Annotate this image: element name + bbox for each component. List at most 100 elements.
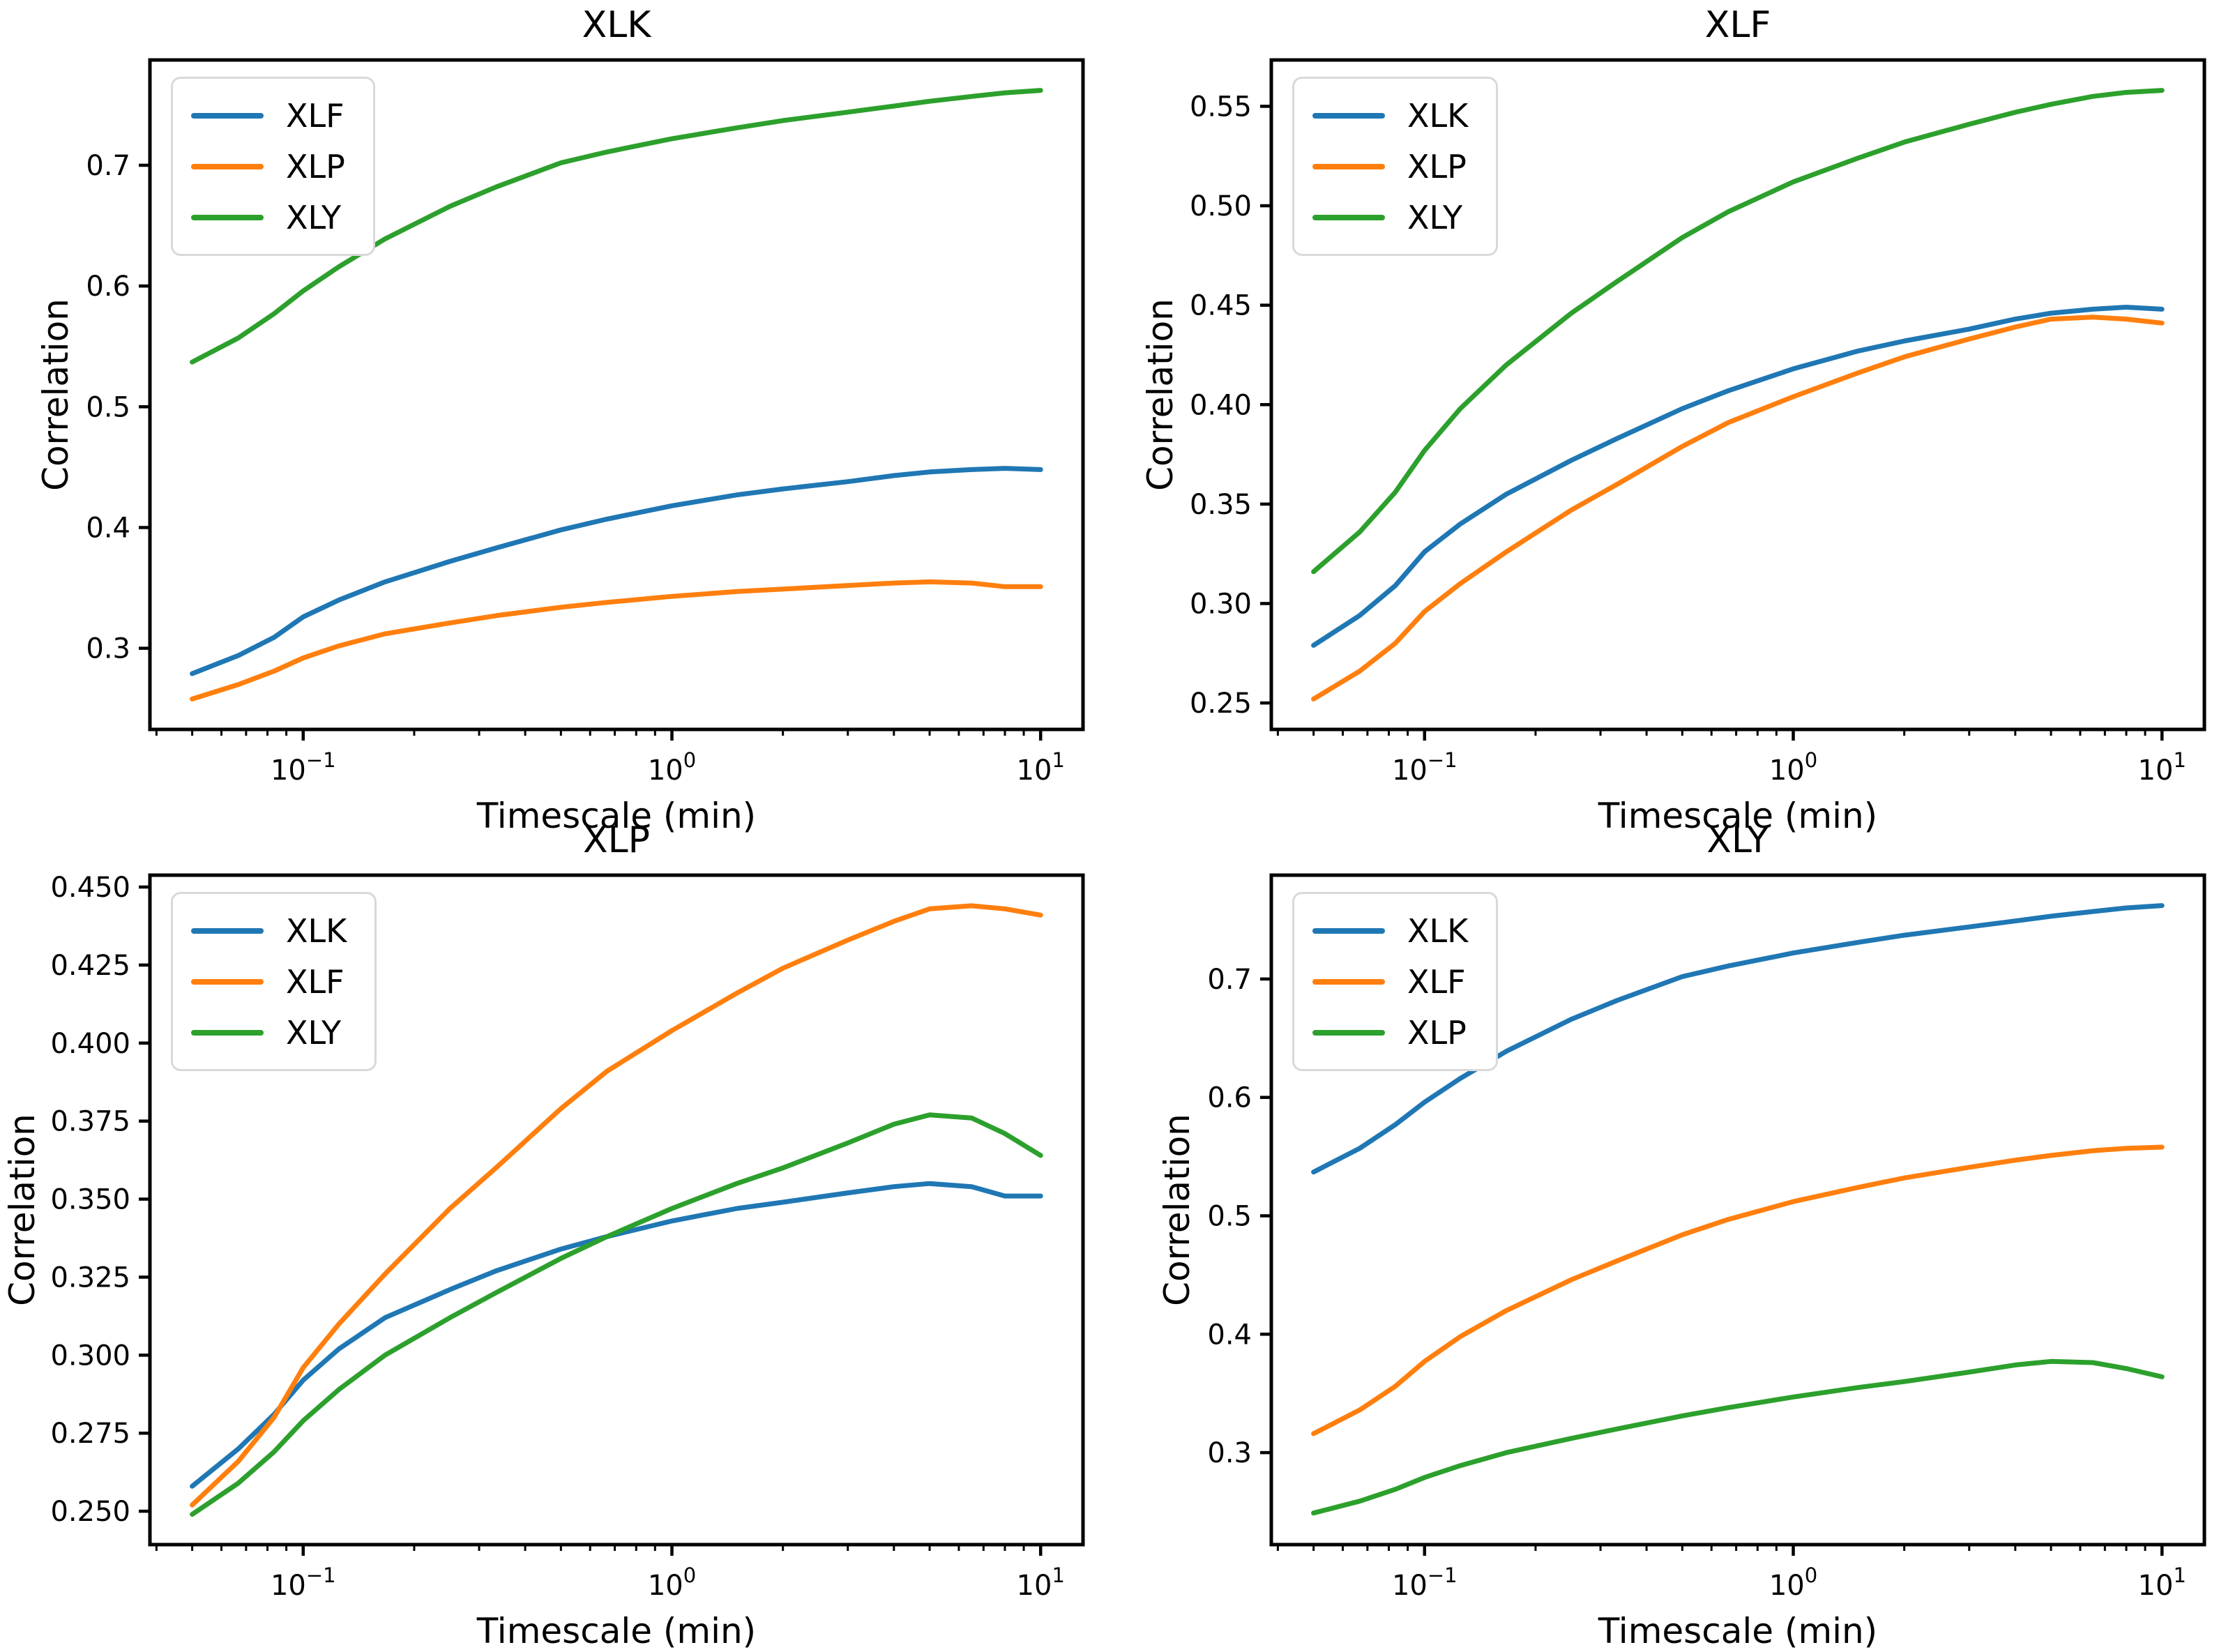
y-tick-label: 0.50 xyxy=(1190,190,1252,222)
y-tick-label: 0.3 xyxy=(86,633,130,665)
x-axis-label-xlp: Timescale (min) xyxy=(476,1611,757,1651)
y-tick-label: 0.6 xyxy=(1207,1082,1252,1114)
legend-label-xlp: XLP xyxy=(286,147,345,185)
legend-xlf: XLK XLP XLY xyxy=(1292,77,1499,256)
legend-label-xlk: XLK xyxy=(286,911,347,950)
legend-label-xly: XLY xyxy=(286,198,342,236)
series-line-xlp xyxy=(190,579,1043,702)
y-tick-label: 0.400 xyxy=(50,1028,130,1060)
y-tick-label: 0.375 xyxy=(50,1106,130,1138)
series-line-xly xyxy=(190,88,1043,365)
y-tick-label: 0.40 xyxy=(1190,389,1252,421)
plot-canvas-xlf: 10−1 100 101 0.25 0.30 0.35 0.40 0.45 0.50 0.55 Co… xyxy=(1140,58,2206,787)
x-tick-label: 101 xyxy=(2138,1563,2186,1602)
legend-swatch-xlp xyxy=(1312,1029,1385,1036)
x-tick-label: 101 xyxy=(2138,748,2186,787)
subplot-xly: XLY 10−1 100 101 0.3 0.4 0.5 0.6 0.7 Correlation… xyxy=(1113,807,2226,1651)
y-tick-label: 0.35 xyxy=(1190,489,1252,521)
y-tick-label: 0.4 xyxy=(86,512,130,544)
series-line-xlf xyxy=(190,903,1043,1508)
plot-title-xlf: XLF xyxy=(1704,4,1771,46)
legend-row: XLY xyxy=(191,192,345,243)
legend-xly: XLK XLF XLP xyxy=(1292,892,1499,1071)
series-line-xlf xyxy=(1311,1144,2165,1437)
plot-title-xlk: XLK xyxy=(582,4,651,46)
legend-label-xlk: XLK xyxy=(1407,911,1469,950)
y-tick-label: 0.300 xyxy=(50,1340,130,1372)
legend-swatch-xly xyxy=(1312,214,1385,220)
x-axis-label-xly: Timescale (min) xyxy=(1598,1611,1878,1651)
legend-swatch-xlf xyxy=(191,978,264,985)
axes-frame xyxy=(1269,873,2206,1547)
legend-xlp: XLK XLF XLY xyxy=(171,892,377,1071)
series-line-xly xyxy=(1311,88,2165,575)
series-line-xly xyxy=(190,1112,1043,1517)
legend-row: XLP xyxy=(1312,1007,1468,1058)
legend-label-xlk: XLK xyxy=(1407,96,1469,135)
legend-label-xly: XLY xyxy=(1407,198,1463,236)
legend-label-xlf: XLF xyxy=(286,962,344,1001)
y-tick-label: 0.450 xyxy=(50,872,130,904)
legend-swatch-xly xyxy=(191,1029,264,1036)
legend-swatch-xlk xyxy=(1312,112,1385,119)
legend-swatch-xlp xyxy=(1312,163,1385,169)
y-tick-label: 0.425 xyxy=(50,950,130,982)
legend-swatch-xlf xyxy=(191,112,264,119)
legend-xlk: XLF XLP XLY xyxy=(171,77,375,256)
legend-row: XLF xyxy=(1312,956,1468,1007)
x-tick-label: 10−1 xyxy=(1392,748,1458,787)
legend-swatch-xlk xyxy=(1312,927,1385,934)
x-tick-label: 100 xyxy=(648,748,696,787)
y-axis-label: Correlation xyxy=(1157,1114,1197,1306)
y-tick-label: 0.275 xyxy=(50,1418,130,1450)
y-axis-label: Correlation xyxy=(2,1114,43,1306)
legend-swatch-xly xyxy=(191,214,264,220)
x-tick-label: 10−1 xyxy=(1392,1563,1458,1602)
legend-label-xlf: XLF xyxy=(1407,962,1466,1001)
x-tick-label: 100 xyxy=(1769,1563,1817,1602)
legend-row: XLF xyxy=(191,956,347,1007)
plot-canvas-xlp: 10−1 100 101 0.250 0.275 0.300 0.325 0.350 0.375… xyxy=(2,872,1085,1602)
legend-label-xly: XLY xyxy=(286,1013,342,1052)
legend-row: XLY xyxy=(1312,192,1468,243)
plot-title-xly: XLY xyxy=(1706,819,1769,861)
y-tick-label: 0.5 xyxy=(86,391,130,423)
subplot-xlk: XLK 10−1 100 101 0.3 0.4 0.5 0.6 0.7 Correlation… xyxy=(0,0,1113,836)
x-tick-label: 100 xyxy=(648,1563,696,1602)
plot-canvas-xlk: 10−1 100 101 0.3 0.4 0.5 0.6 0.7 Correlation xyxy=(36,58,1085,787)
y-tick-label: 0.3 xyxy=(1207,1437,1252,1469)
legend-swatch-xlp xyxy=(191,163,264,169)
y-axis-label: Correlation xyxy=(1140,298,1181,491)
x-tick-label: 101 xyxy=(1017,748,1065,787)
y-axis-label: Correlation xyxy=(36,298,76,491)
legend-label-xlp: XLP xyxy=(1407,147,1467,185)
legend-label-xlf: XLF xyxy=(286,96,344,135)
legend-row: XLY xyxy=(191,1007,347,1058)
legend-swatch-xlf xyxy=(1312,978,1385,985)
plot-title-xlp: XLP xyxy=(583,819,650,861)
legend-row: XLP xyxy=(191,141,345,192)
series-line-xlk xyxy=(1311,305,2165,648)
x-tick-label: 101 xyxy=(1017,1563,1065,1602)
legend-row: XLP xyxy=(1312,141,1468,192)
series-line-xlf xyxy=(190,466,1043,676)
x-axis-label-xlk: Timescale (min) xyxy=(476,796,757,836)
y-tick-label: 0.7 xyxy=(1207,964,1252,996)
x-axis-label-xlf: Timescale (min) xyxy=(1598,796,1878,836)
y-tick-label: 0.325 xyxy=(50,1261,130,1294)
legend-row: XLK xyxy=(1312,90,1468,141)
y-tick-label: 0.4 xyxy=(1207,1319,1252,1351)
plot-canvas-xly: 10−1 100 101 0.3 0.4 0.5 0.6 0.7 Correlation xyxy=(1157,873,2206,1602)
y-tick-label: 0.5 xyxy=(1207,1200,1252,1232)
subplot-xlp: XLP 10−1 100 101 0.250 0.275 0.300 0.325 0.350 0… xyxy=(0,807,1113,1651)
axes-frame xyxy=(148,58,1085,732)
axes-frame xyxy=(1269,58,2206,732)
legend-row: XLF xyxy=(191,90,345,141)
series-line-xlp xyxy=(1311,315,2165,702)
x-tick-label: 10−1 xyxy=(271,1563,336,1602)
series-line-xlp xyxy=(1311,1358,2165,1516)
series-line-xlk xyxy=(190,1181,1043,1489)
y-tick-label: 0.350 xyxy=(50,1184,130,1216)
y-tick-label: 0.25 xyxy=(1190,688,1252,720)
